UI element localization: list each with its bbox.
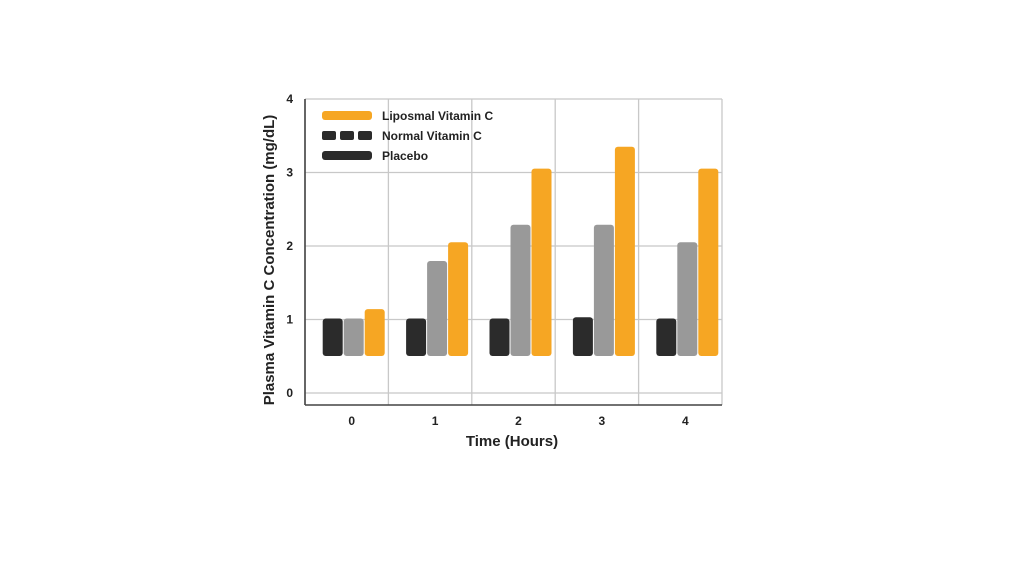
legend-label-placebo: Placebo xyxy=(382,149,428,163)
bar-placebo-1 xyxy=(406,318,427,356)
legend-swatch-normal-vitamin-c-1 xyxy=(340,131,354,140)
bar-liposmal-vitamin-c-3 xyxy=(614,146,635,356)
x-tick-label-1: 1 xyxy=(432,414,439,428)
bar-placebo-3 xyxy=(572,317,593,356)
x-tick-label-3: 3 xyxy=(599,414,606,428)
y-axis-title: Plasma Vitamin C Concentration (mg/dL) xyxy=(261,115,278,406)
bar-layer xyxy=(322,146,719,356)
legend-label-liposmal-vitamin-c: Liposmal Vitamin C xyxy=(382,109,493,123)
bar-normal-vitamin-c-0 xyxy=(343,318,364,356)
y-tick-label-3: 3 xyxy=(286,166,293,180)
bar-liposmal-vitamin-c-2 xyxy=(531,168,552,356)
bar-normal-vitamin-c-2 xyxy=(510,224,531,356)
x-axis-title: Time (Hours) xyxy=(466,433,558,450)
legend-swatch-normal-vitamin-c-2 xyxy=(358,131,372,140)
bar-placebo-0 xyxy=(322,318,343,356)
x-tick-label-2: 2 xyxy=(515,414,522,428)
legend: Liposmal Vitamin C Normal Vitamin C Placeb… xyxy=(322,109,493,163)
bar-normal-vitamin-c-1 xyxy=(427,261,448,356)
bar-liposmal-vitamin-c-4 xyxy=(698,168,719,356)
x-tick-label-4: 4 xyxy=(682,414,689,428)
tick-layer: 0 1 2 3 4 0 1 2 3 4 xyxy=(286,92,689,428)
bar-liposmal-vitamin-c-1 xyxy=(448,242,469,356)
bar-normal-vitamin-c-3 xyxy=(593,224,614,356)
bar-placebo-2 xyxy=(489,318,510,356)
legend-label-normal-vitamin-c: Normal Vitamin C xyxy=(382,129,482,143)
bar-liposmal-vitamin-c-0 xyxy=(364,309,385,356)
y-tick-label-1: 1 xyxy=(286,313,293,327)
y-tick-label-4: 4 xyxy=(286,92,293,106)
x-tick-label-0: 0 xyxy=(348,414,355,428)
legend-swatch-liposmal-vitamin-c xyxy=(322,111,372,120)
y-tick-label-0: 0 xyxy=(286,386,293,400)
bar-placebo-4 xyxy=(656,318,677,356)
y-tick-label-2: 2 xyxy=(286,239,293,253)
legend-swatch-placebo xyxy=(322,151,372,160)
legend-swatch-normal-vitamin-c-0 xyxy=(322,131,336,140)
bar-normal-vitamin-c-4 xyxy=(677,242,698,356)
